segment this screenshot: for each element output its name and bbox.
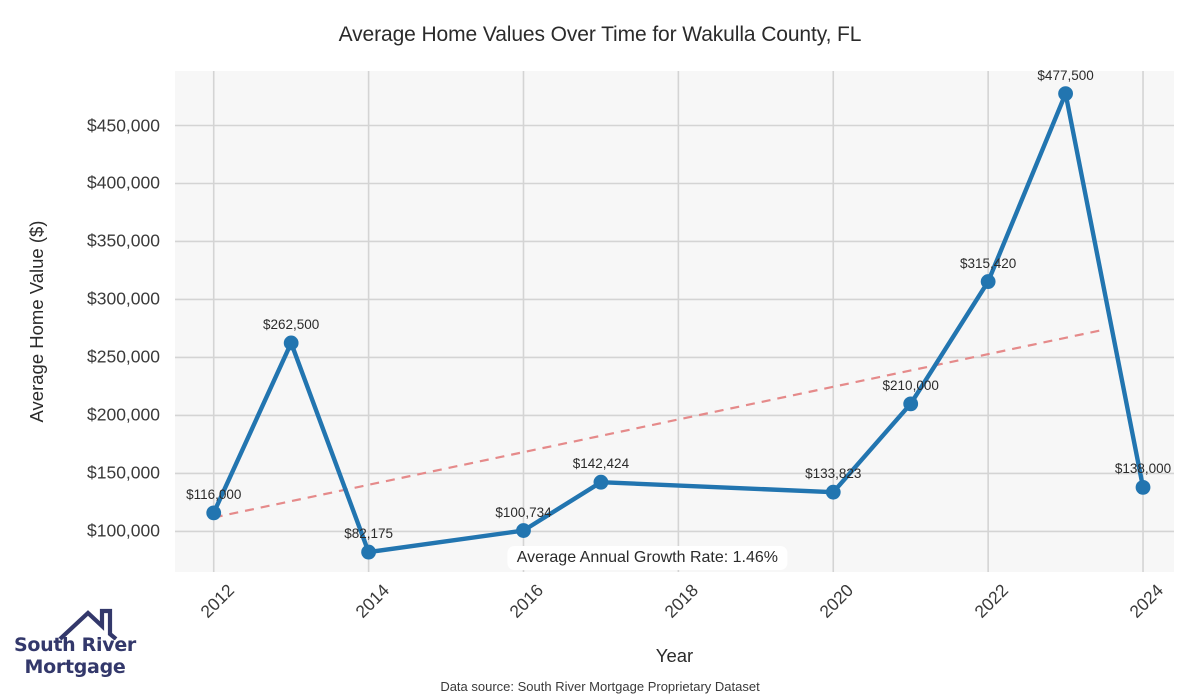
data-point-label: $133,823	[805, 466, 862, 482]
logo-wordmark: South River Mortgage	[14, 634, 136, 678]
x-axis-label: Year	[655, 645, 694, 666]
y-tick-label: $150,000	[87, 462, 160, 483]
x-tick-label: 2016	[505, 580, 548, 622]
logo-line-2: Mortgage	[24, 656, 126, 678]
x-tick-label: 2014	[351, 580, 393, 622]
y-tick-label: $300,000	[87, 288, 160, 309]
y-tick-label: $400,000	[87, 172, 160, 193]
y-tick-label: $100,000	[87, 520, 160, 541]
x-tick-label: 2020	[815, 580, 858, 622]
annotation-growth-rate: Average Annual Growth Rate: 1.46%	[507, 545, 787, 570]
y-axis-tick-labels: $100,000 $150,000 $200,000 $250,000 $300,000…	[0, 71, 168, 572]
x-tick-label: 2024	[1125, 580, 1168, 622]
y-axis-label: Average Home Value ($)	[26, 220, 47, 423]
house-roof-icon	[58, 608, 118, 640]
y-tick-label: $450,000	[87, 115, 160, 135]
data-point-label: $142,424	[572, 456, 630, 472]
data-source-caption: Data source: South River Mortgage Propri…	[440, 679, 760, 694]
x-axis-tick-labels: 2012 2014 2016 2018 2020 2022 2024	[175, 572, 1174, 642]
y-tick-label: $200,000	[87, 404, 160, 425]
plot-area: $116,000 $262,500 $82,175 $100,734 $142,424 $…	[175, 67, 1174, 572]
data-point-label: $262,500	[263, 316, 320, 332]
y-tick-label: $350,000	[87, 230, 160, 251]
data-point-label: $82,175	[344, 526, 393, 542]
chart-title: Average Home Values Over Time for Wakull…	[338, 23, 862, 46]
y-tick-label: $250,000	[87, 346, 160, 367]
x-tick-label: 2018	[660, 580, 703, 622]
data-point-label: $315,420	[959, 255, 1017, 271]
south-river-mortgage-logo: South River Mortgage	[14, 608, 136, 682]
x-tick-label: 2022	[970, 580, 1013, 622]
data-point-label: $100,734	[495, 504, 552, 520]
data-point-label: $477,500	[1037, 67, 1094, 83]
data-point-label: $116,000	[186, 486, 242, 502]
data-series-layer	[206, 86, 1151, 560]
data-point-label: $138,000	[1114, 461, 1172, 477]
data-point-label: $210,000	[882, 377, 939, 393]
logo-line-1: South River	[14, 634, 136, 656]
x-tick-label: 2012	[196, 580, 238, 622]
